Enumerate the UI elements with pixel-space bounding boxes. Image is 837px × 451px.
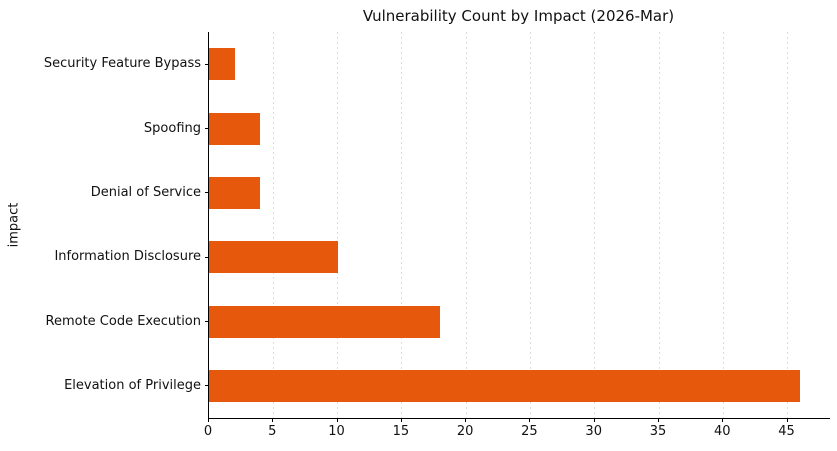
y-tick-mark — [205, 63, 209, 65]
y-tick-label: Spoofing — [143, 120, 201, 136]
x-tick-label: 20 — [456, 424, 474, 439]
gridline — [722, 32, 724, 418]
bar-security-feature-bypass — [209, 48, 235, 81]
x-tick-label: 0 — [203, 424, 213, 439]
chart-title: Vulnerability Count by Impact (2026-Mar) — [362, 7, 675, 25]
gridline — [787, 32, 789, 418]
x-tick-label: 30 — [585, 424, 602, 439]
y-tick-label: Security Feature Bypass — [43, 56, 201, 72]
gridline — [337, 32, 339, 418]
x-tick-label: 15 — [392, 424, 410, 439]
x-tick-label: 45 — [778, 424, 795, 439]
x-tick-label: 5 — [268, 424, 277, 439]
y-tick-mark — [205, 321, 209, 322]
x-tick-label: 40 — [714, 424, 731, 439]
gridline — [594, 32, 596, 418]
x-tick-mark — [722, 418, 724, 422]
y-tick-label: Remote Code Execution — [45, 313, 202, 329]
gridline — [658, 32, 660, 418]
gridline — [465, 32, 467, 418]
y-tick-label: Information Disclosure — [54, 249, 201, 265]
x-tick-mark — [658, 418, 659, 422]
y-tick-label: Elevation of Privilege — [64, 377, 201, 393]
y-axis-label: impact — [6, 202, 22, 248]
y-tick-mark — [205, 256, 209, 258]
plot-area — [205, 32, 830, 422]
x-tick-mark — [529, 418, 531, 422]
bar-spoofing — [209, 112, 261, 145]
y-tick-mark — [205, 385, 209, 387]
gridline — [529, 32, 531, 418]
x-tick-mark — [208, 418, 209, 422]
bar-elevation-of-privilege — [209, 369, 801, 402]
gridline — [401, 32, 403, 418]
gridline — [272, 32, 274, 418]
y-tick-mark — [205, 192, 209, 194]
x-tick-label: 35 — [649, 424, 667, 439]
x-tick-mark — [465, 418, 467, 422]
bar-remote-code-execution — [209, 305, 441, 338]
y-tick-mark — [205, 128, 209, 129]
x-tick-mark — [593, 418, 595, 422]
x-tick-label: 10 — [328, 424, 345, 439]
x-tick-mark — [336, 418, 338, 422]
bar-information-disclosure — [209, 241, 338, 274]
x-tick-mark — [786, 418, 788, 422]
x-tick-mark — [400, 418, 402, 422]
x-tick-mark — [272, 418, 274, 422]
y-tick-label: Denial of Service — [90, 184, 201, 200]
bar-denial-of-service — [209, 176, 261, 209]
x-tick-label: 25 — [521, 424, 538, 439]
